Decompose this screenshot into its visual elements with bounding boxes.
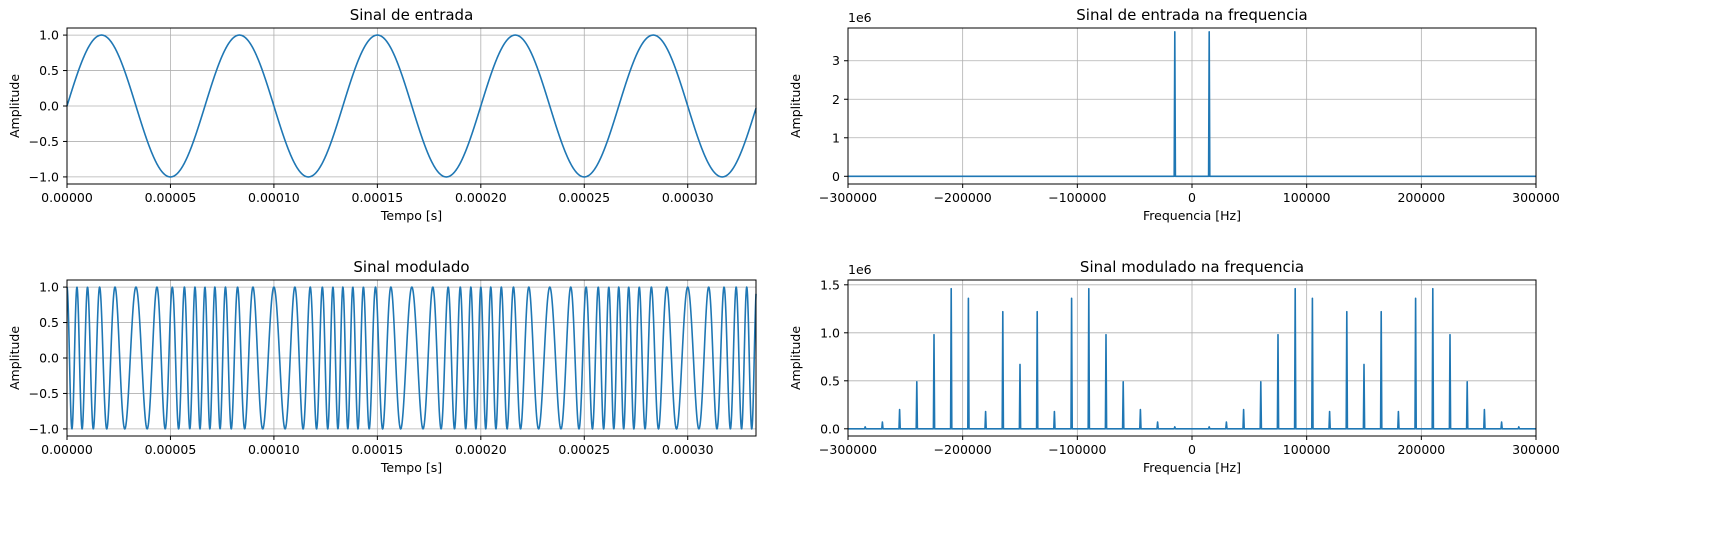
y-tick-label: 1.0 [39,280,59,295]
y-axis-label: Amplitude [788,326,803,390]
y-tick-label: 0.0 [820,421,840,436]
x-tick-label: 0.00015 [352,190,404,205]
x-tick-label: −300000 [819,442,877,457]
x-tick-label: 100000 [1283,190,1331,205]
y-axis-label: Amplitude [7,74,22,138]
series-line [848,287,1536,430]
x-tick-label: 0.00025 [558,190,610,205]
x-tick-label: 200000 [1397,442,1445,457]
x-tick-label: 300000 [1512,190,1560,205]
x-tick-label: 0.00005 [145,190,197,205]
subplot-modulated-spectrum: −300000 −200000 −100000 0 100000 200000 300000… [788,258,1560,475]
x-tick-label: 0.00005 [145,442,197,457]
x-tick-label: 300000 [1512,442,1560,457]
x-axis-label: Frequencia [Hz] [1143,208,1241,223]
x-axis-label: Frequencia [Hz] [1143,460,1241,475]
x-tick-label: 0.00020 [455,190,507,205]
y-scale-offset-label: 1e6 [848,262,872,277]
x-axis-label: Tempo [s] [380,208,442,223]
x-tick-label: −200000 [934,442,992,457]
y-scale-offset-label: 1e6 [848,10,872,25]
y-tick-label: 1.0 [820,325,840,340]
x-tick-label: −100000 [1048,442,1106,457]
y-tick-label: 1.0 [39,28,59,43]
x-tick-label: 0 [1188,190,1196,205]
y-axis-label: Amplitude [7,326,22,390]
series-line [848,31,1536,178]
chart-title: Sinal modulado na frequencia [1080,258,1304,276]
y-tick-label: 0 [832,169,840,184]
y-tick-label: −0.5 [29,386,59,401]
series-line [66,286,757,430]
subplot-modulated-signal: 0.00000 0.00005 0.00010 0.00015 0.00020 0.000… [7,258,757,475]
y-axis-label: Amplitude [788,74,803,138]
x-tick-label: 0.00000 [41,442,93,457]
y-tick-label: 0.0 [39,351,59,366]
x-tick-label: 200000 [1397,190,1445,205]
y-tick-label: −1.0 [29,169,59,184]
x-axis-label: Tempo [s] [380,460,442,475]
y-tick-label: 1.5 [820,277,840,292]
y-tick-label: 3 [832,53,840,68]
x-tick-label: 0.00010 [248,190,300,205]
x-tick-label: −200000 [934,190,992,205]
chart-title: Sinal de entrada na frequencia [1076,6,1307,24]
x-tick-label: 0.00015 [352,442,404,457]
x-tick-label: 0 [1188,442,1196,457]
x-tick-label: 0.00020 [455,442,507,457]
x-tick-label: −100000 [1048,190,1106,205]
x-tick-label: 0.00030 [662,190,714,205]
y-tick-label: 2 [832,92,840,107]
y-tick-label: 0.5 [39,315,59,330]
subplot-input-signal: 0.00000 0.00005 0.00010 0.00015 0.00020 0.000… [7,6,757,223]
y-tick-label: 0.5 [820,373,840,388]
subplot-input-spectrum: −300000 −200000 −100000 0 100000 200000 300000… [788,6,1560,223]
chart-title: Sinal modulado [353,258,469,276]
y-tick-label: −1.0 [29,421,59,436]
series-line [66,34,757,178]
y-tick-label: −0.5 [29,134,59,149]
y-tick-label: 0.5 [39,63,59,78]
x-tick-label: 0.00025 [558,442,610,457]
x-tick-label: 0.00030 [662,442,714,457]
y-tick-label: 0.0 [39,99,59,114]
x-tick-label: 0.00000 [41,190,93,205]
x-tick-label: 100000 [1283,442,1331,457]
y-tick-label: 1 [832,130,840,145]
chart-title: Sinal de entrada [350,6,474,24]
x-tick-label: 0.00010 [248,442,300,457]
x-tick-label: −300000 [819,190,877,205]
